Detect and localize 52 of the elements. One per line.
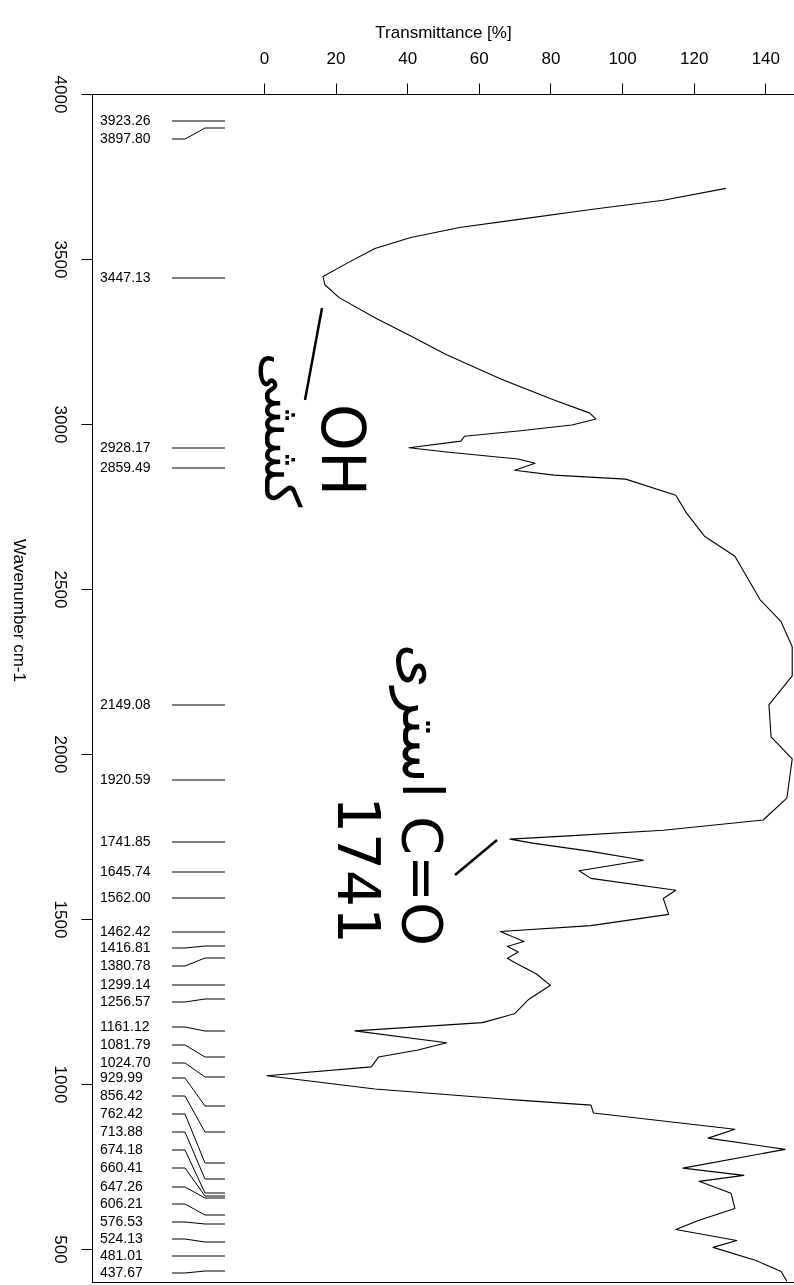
annotation: 3447.13	[100, 269, 151, 285]
x-tick-label: 60	[469, 48, 489, 68]
annotation: کششی	[253, 352, 311, 508]
x-tick-label: 120	[680, 48, 709, 68]
annotation: استری C=O	[389, 643, 455, 947]
annotation: 1741.85	[100, 833, 151, 849]
annotation: OH	[308, 403, 378, 497]
y-tick-label: 500	[50, 1235, 70, 1264]
annotation: 2859.49	[100, 459, 151, 475]
annotation: 674.18	[100, 1141, 144, 1157]
annotation: 2928.17	[100, 439, 151, 455]
annotation: 762.42	[100, 1105, 144, 1121]
x-tick-label: 100	[608, 48, 637, 68]
annotation: 1380.78	[100, 957, 151, 973]
annotation: 660.41	[100, 1159, 144, 1175]
annotation: 3923.26	[100, 112, 151, 128]
annotation: 2149.08	[100, 696, 151, 712]
x-tick-label: 40	[398, 48, 418, 68]
y-axis-title: Wavenumber cm-1	[9, 539, 29, 682]
x-axis-title: Transmittance [%]	[375, 22, 512, 42]
x-tick-label: 80	[541, 48, 561, 68]
annotation: 1299.14	[100, 976, 151, 992]
annotation: 437.67	[100, 1264, 144, 1280]
x-tick-label: 140	[751, 48, 781, 68]
annotation: 1741	[324, 796, 392, 944]
y-tick-label: 4000	[50, 75, 70, 114]
annotation: 1462.42	[100, 923, 151, 939]
y-tick-label: 3000	[50, 405, 70, 444]
annotation: 1161.12	[100, 1018, 150, 1034]
annotation: 1920.59	[100, 771, 151, 787]
annotation: 856.42	[100, 1087, 144, 1103]
annotation: 1024.70	[100, 1054, 151, 1070]
annotation: 713.88	[100, 1123, 144, 1139]
annotation: 929.99	[100, 1069, 144, 1085]
x-tick-label: 20	[326, 48, 346, 68]
annotation: 1645.74	[100, 863, 151, 879]
annotation: 647.26	[100, 1178, 144, 1194]
annotation: 576.53	[100, 1213, 144, 1229]
annotation: 1081.79	[100, 1036, 151, 1052]
annotation: 1562.00	[100, 889, 151, 905]
annotation: 524.13	[100, 1230, 144, 1246]
y-tick-label: 2000	[50, 735, 70, 774]
x-tick-label: 0	[259, 48, 270, 68]
y-tick-label: 1000	[50, 1065, 70, 1104]
y-tick-label: 1500	[50, 900, 70, 939]
annotation: 1256.57	[100, 993, 151, 1009]
annotation: 606.21	[100, 1195, 144, 1211]
annotation: 1416.81	[100, 939, 151, 955]
annotation: 3897.80	[100, 130, 151, 146]
annotation: 481.01	[100, 1247, 144, 1263]
y-tick-label: 3500	[50, 240, 70, 279]
y-tick-label: 2500	[50, 570, 70, 609]
